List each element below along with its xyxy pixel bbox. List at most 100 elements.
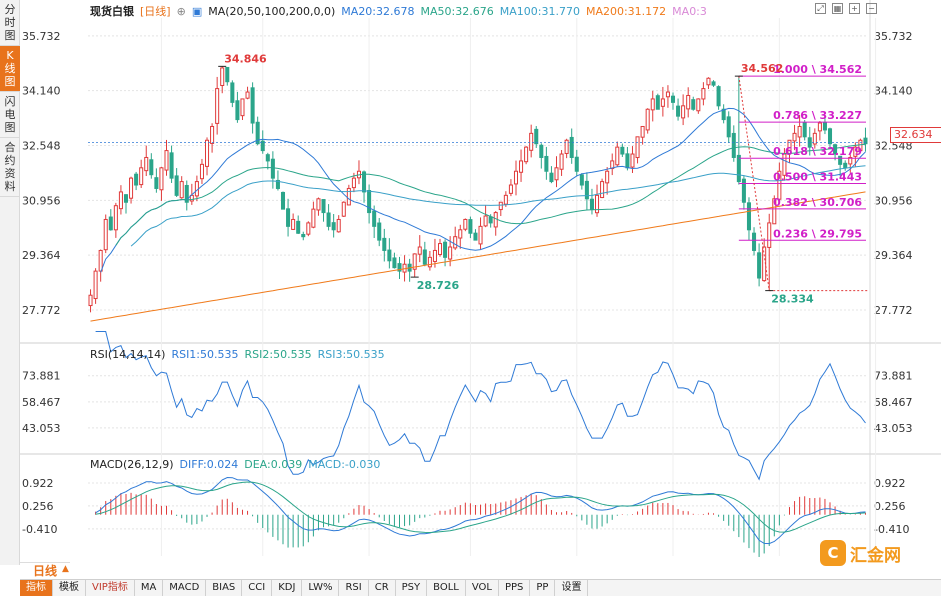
period-selector[interactable]: 日线 bbox=[20, 562, 70, 579]
indicator-bias[interactable]: BIAS bbox=[206, 580, 243, 596]
indicator-cci[interactable]: CCI bbox=[242, 580, 273, 596]
candle bbox=[164, 150, 169, 171]
macd-value: MACD:-0.030 bbox=[308, 458, 381, 471]
candle bbox=[838, 155, 843, 165]
candle bbox=[331, 222, 336, 231]
candle bbox=[265, 154, 270, 162]
candle bbox=[139, 167, 144, 186]
tab-templates[interactable]: 模板 bbox=[53, 580, 86, 596]
candle bbox=[341, 201, 346, 217]
zoom-out-icon[interactable]: − bbox=[866, 3, 877, 14]
candle bbox=[367, 190, 372, 214]
current-price-tag: 32.634 bbox=[890, 127, 941, 143]
rsi-legend: RSI(14,14,14) RSI1:50.535 RSI2:50.535 RS… bbox=[90, 348, 385, 361]
candle bbox=[676, 105, 681, 117]
dea-line bbox=[95, 481, 866, 534]
candle bbox=[448, 246, 453, 260]
indicator-vol[interactable]: VOL bbox=[466, 580, 499, 596]
candle bbox=[503, 194, 508, 205]
candle bbox=[752, 232, 757, 251]
candle bbox=[205, 139, 210, 167]
price-tick-label-left: 32.548 bbox=[22, 139, 61, 152]
low-annotation: 28.726 bbox=[417, 279, 460, 292]
candle bbox=[645, 108, 650, 131]
ma-label: MA(20,50,100,200,0,0) bbox=[208, 4, 336, 18]
ma0-value: MA0:3 bbox=[672, 4, 707, 18]
indicator-boll[interactable]: BOLL bbox=[427, 580, 466, 596]
candle bbox=[615, 146, 620, 166]
ma200-line bbox=[90, 191, 866, 322]
indicator-rsi[interactable]: RSI bbox=[339, 580, 369, 596]
candle bbox=[792, 132, 797, 142]
candle bbox=[529, 132, 534, 151]
side-tab-contract-info[interactable]: 合约资料 bbox=[0, 138, 20, 197]
side-tab-timeshare[interactable]: 分时图 bbox=[0, 0, 20, 46]
indicator-pps[interactable]: PPS bbox=[499, 580, 531, 596]
indicator-cr[interactable]: CR bbox=[369, 580, 396, 596]
candle bbox=[822, 121, 827, 131]
rsi-line bbox=[95, 331, 866, 481]
candle bbox=[524, 146, 529, 163]
candle bbox=[154, 177, 159, 189]
candle bbox=[311, 208, 316, 228]
macd-label: MACD(26,12,9) bbox=[90, 458, 174, 471]
candle bbox=[584, 180, 589, 200]
candle bbox=[149, 159, 154, 176]
candle bbox=[432, 249, 437, 262]
fib-level-label: 0.618 \ 32.179 bbox=[773, 145, 862, 158]
candle bbox=[275, 179, 280, 189]
tab-vip-indicators[interactable]: VIP指标 bbox=[86, 580, 135, 596]
indicator-macd[interactable]: MACD bbox=[163, 580, 207, 596]
grid-icon[interactable]: ▦ bbox=[832, 3, 843, 14]
indicator-pp[interactable]: PP bbox=[530, 580, 556, 596]
candle bbox=[179, 181, 184, 199]
fib-trend-line bbox=[738, 76, 770, 291]
chevron-up-icon[interactable]: ▲ bbox=[62, 564, 69, 574]
indicator-psy[interactable]: PSY bbox=[396, 580, 428, 596]
price-tick-label-right: 34.140 bbox=[874, 85, 913, 98]
candle bbox=[817, 122, 822, 132]
indicator-kdj[interactable]: KDJ bbox=[272, 580, 303, 596]
candle bbox=[701, 88, 706, 100]
ma50-value: MA50:32.676 bbox=[420, 4, 494, 18]
candle bbox=[351, 177, 356, 189]
zoom-in-icon[interactable]: + bbox=[849, 3, 860, 14]
rsi2-value: RSI2:50.535 bbox=[244, 348, 312, 361]
rsi-tick-label-right: 73.881 bbox=[874, 370, 913, 383]
candle bbox=[579, 174, 584, 186]
candle bbox=[260, 140, 265, 152]
diff-line bbox=[95, 476, 866, 545]
candle bbox=[301, 233, 306, 238]
candle bbox=[397, 263, 402, 272]
candle bbox=[564, 139, 569, 154]
candle bbox=[863, 137, 868, 145]
expand-icon[interactable]: ⤢ bbox=[815, 3, 826, 14]
brand-logo: C 汇金网 bbox=[820, 540, 901, 566]
indicator-ma[interactable]: MA bbox=[135, 580, 164, 596]
high-annotation: 34.846 bbox=[224, 52, 267, 65]
side-tab-flash[interactable]: 闪电图 bbox=[0, 92, 20, 138]
candle bbox=[812, 132, 817, 145]
candle bbox=[392, 257, 397, 269]
candle bbox=[478, 225, 483, 245]
candle bbox=[716, 86, 721, 107]
tab-indicators[interactable]: 指标 bbox=[20, 580, 53, 596]
indicator-lwr[interactable]: LW% bbox=[302, 580, 340, 596]
candle bbox=[843, 162, 848, 169]
candle bbox=[362, 171, 367, 193]
candle bbox=[782, 153, 787, 176]
candle bbox=[640, 125, 645, 138]
candle bbox=[635, 136, 640, 159]
settings-icon[interactable]: ⊕ bbox=[176, 4, 186, 18]
macd-tick-label-right: 0.922 bbox=[874, 477, 906, 490]
candle bbox=[610, 160, 615, 170]
settings-button[interactable]: 设置 bbox=[555, 580, 589, 596]
chart-area[interactable]: 35.732 35.732 34.140 34.140 32.548 32.548 30.9… bbox=[20, 0, 941, 562]
candle bbox=[630, 153, 635, 168]
dea-value: DEA:0.039 bbox=[244, 458, 303, 471]
candle bbox=[250, 87, 255, 124]
candle bbox=[113, 205, 118, 231]
candle bbox=[595, 194, 600, 214]
